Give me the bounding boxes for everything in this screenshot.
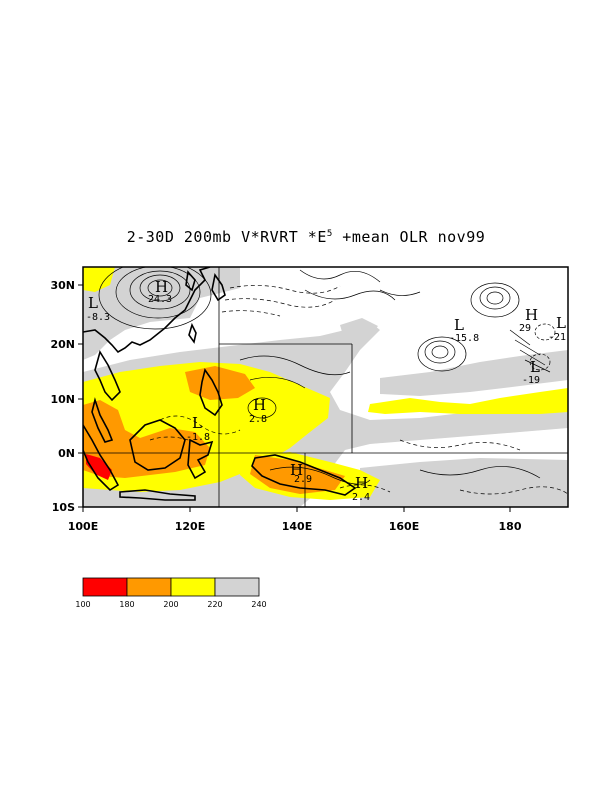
center-value-h-central: 2.8 bbox=[249, 414, 267, 425]
center-letter-l-east-south: L bbox=[530, 358, 540, 376]
coast-japan bbox=[211, 273, 226, 302]
center-letter-l-east: L bbox=[454, 316, 464, 334]
olr-legend: 100 180 200 220 240 bbox=[75, 577, 267, 609]
y-tick-label-10n: 10N bbox=[50, 393, 75, 406]
center-letter-l-sea: L bbox=[192, 414, 202, 432]
coast-malaya bbox=[91, 397, 114, 443]
y-tick-label-30n: 30N bbox=[50, 279, 75, 292]
legend-swatch-orange bbox=[126, 577, 172, 597]
x-tick-label-120e: 120E bbox=[175, 520, 205, 533]
coast-borneo bbox=[129, 419, 186, 471]
y-tick-label-10s: 10S bbox=[52, 501, 75, 514]
olr-orange-north bbox=[185, 366, 255, 400]
pressure-centers: H 24.3 L -8.3 L -1.8 H 2.8 H 2.9 H 2.4 L… bbox=[86, 278, 566, 503]
legend-label-180: 180 bbox=[119, 600, 134, 609]
center-value-l-east: -15.8 bbox=[449, 333, 479, 344]
legend-label-200: 200 bbox=[163, 600, 178, 609]
axis-ticks bbox=[78, 284, 511, 512]
y-axis-labels: 30N 20N 10N 0N 10S bbox=[50, 279, 75, 514]
coast-indochina bbox=[94, 350, 121, 402]
olr-orange-southeast bbox=[250, 455, 345, 494]
plot-frame bbox=[82, 266, 569, 508]
legend-swatch-yellow bbox=[170, 577, 216, 597]
x-tick-label-140e: 140E bbox=[282, 520, 312, 533]
center-value-l-sea: -1.8 bbox=[186, 432, 210, 443]
olr-yellow-east bbox=[368, 388, 568, 414]
coast-asia bbox=[83, 267, 211, 354]
center-value-h-png: 2.9 bbox=[294, 474, 312, 485]
x-axis-labels: 100E 120E 140E 160E 180 bbox=[68, 520, 522, 533]
y-tick-label-20n: 20N bbox=[50, 338, 75, 351]
center-value-h-north: 24.3 bbox=[148, 294, 172, 305]
center-letter-h-east: H bbox=[525, 306, 538, 324]
center-letter-h-png: H bbox=[290, 461, 303, 479]
center-value-h-east: 29 bbox=[519, 323, 531, 334]
center-value-l-west: -8.3 bbox=[86, 312, 110, 323]
center-letter-l-far-east: L bbox=[556, 314, 566, 332]
region-box bbox=[83, 267, 568, 507]
x-tick-label-160e: 160E bbox=[389, 520, 419, 533]
coast-korea bbox=[185, 270, 196, 292]
coast-philippines bbox=[199, 368, 223, 417]
coast-java bbox=[119, 489, 196, 501]
center-letter-l-west: L bbox=[88, 294, 98, 312]
olr-grey-cell bbox=[340, 318, 378, 342]
legend-swatch-grey bbox=[214, 577, 260, 597]
olr-grey-south bbox=[360, 458, 568, 507]
center-value-l-far-east: -21 bbox=[548, 332, 566, 343]
center-value-h-southeast: 2.4 bbox=[352, 492, 370, 503]
center-letter-h-north: H bbox=[155, 278, 168, 296]
legend-label-240: 240 bbox=[251, 600, 266, 609]
center-letter-h-southeast: H bbox=[355, 474, 368, 492]
coast-sumatra bbox=[83, 423, 120, 492]
x-tick-label-180: 180 bbox=[499, 520, 522, 533]
olr-grey-band-north bbox=[83, 267, 240, 360]
coast-new-guinea bbox=[251, 454, 357, 496]
legend-label-100: 100 bbox=[75, 600, 90, 609]
coast-taiwan bbox=[188, 322, 197, 344]
olr-yellow-northwest bbox=[83, 267, 115, 292]
center-letter-h-central: H bbox=[253, 396, 266, 414]
legend-label-220: 220 bbox=[207, 600, 222, 609]
vorticity-contours bbox=[98, 267, 568, 495]
map-title: 2-30D 200mb V*RVRT *E5 +mean OLR nov99 bbox=[126, 228, 486, 246]
coast-sulawesi bbox=[187, 438, 214, 480]
legend-swatch-red bbox=[82, 577, 128, 597]
olr-shading bbox=[83, 267, 568, 507]
center-value-l-east-south: -19 bbox=[522, 375, 540, 386]
coastlines bbox=[83, 267, 357, 501]
y-tick-label-0n: 0N bbox=[58, 447, 75, 460]
olr-grey-band-east bbox=[380, 350, 568, 396]
olr-red-sumatra bbox=[86, 454, 112, 480]
x-tick-label-100e: 100E bbox=[68, 520, 98, 533]
